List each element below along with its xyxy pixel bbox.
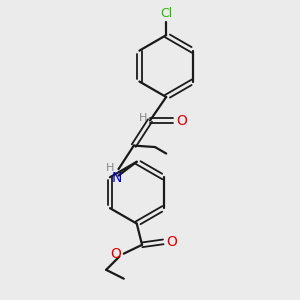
Text: O: O	[166, 235, 177, 249]
Text: N: N	[112, 172, 122, 185]
Text: Cl: Cl	[160, 8, 172, 20]
Text: H: H	[106, 163, 114, 173]
Text: H: H	[139, 113, 148, 123]
Text: O: O	[110, 247, 121, 261]
Text: O: O	[176, 114, 187, 128]
